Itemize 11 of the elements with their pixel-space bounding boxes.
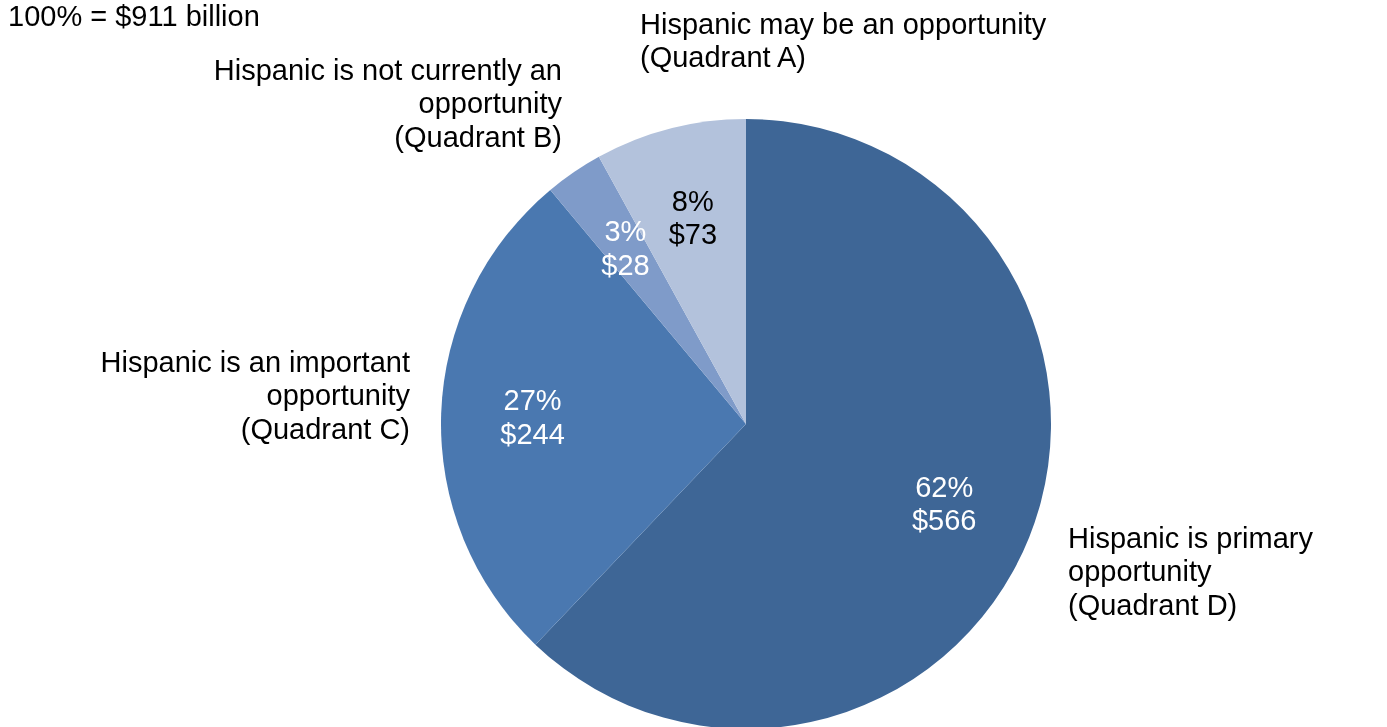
data-label: 3% $28 bbox=[601, 215, 650, 281]
slice-label: Hispanic may be an opportunity (Quadrant A) bbox=[640, 8, 1047, 74]
slice-label: Hispanic is not currently an opportunity (Quadrant B) bbox=[213, 54, 563, 153]
slice-label: Hispanic is primary opportunity (Quadrant D) bbox=[1068, 522, 1314, 621]
slice-label: Hispanic is an important opportunity (Quadrant C) bbox=[100, 346, 411, 445]
data-label: 62% $566 bbox=[911, 470, 977, 537]
chart-title: 100% = $911 billion bbox=[8, 0, 260, 32]
pie-slice bbox=[441, 190, 746, 645]
data-label: 8% $73 bbox=[668, 184, 718, 251]
pie-slice bbox=[598, 119, 746, 424]
data-label: 27% $244 bbox=[500, 384, 565, 450]
